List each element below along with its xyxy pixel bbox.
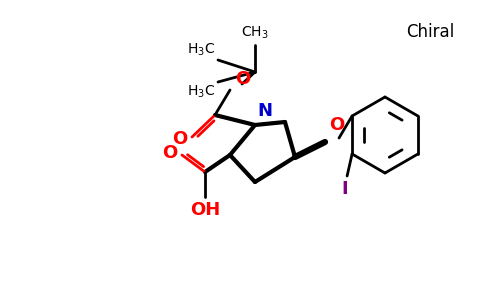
Text: O: O xyxy=(172,130,188,148)
Text: H$_3$C: H$_3$C xyxy=(187,42,215,58)
Text: O: O xyxy=(329,116,344,134)
Text: Chiral: Chiral xyxy=(406,23,454,41)
Text: O: O xyxy=(162,144,178,162)
Text: I: I xyxy=(342,180,348,198)
Text: H$_3$C: H$_3$C xyxy=(187,84,215,101)
Text: OH: OH xyxy=(190,201,220,219)
Text: CH$_3$: CH$_3$ xyxy=(241,25,269,41)
Text: N: N xyxy=(257,102,272,120)
Text: O: O xyxy=(235,70,250,88)
